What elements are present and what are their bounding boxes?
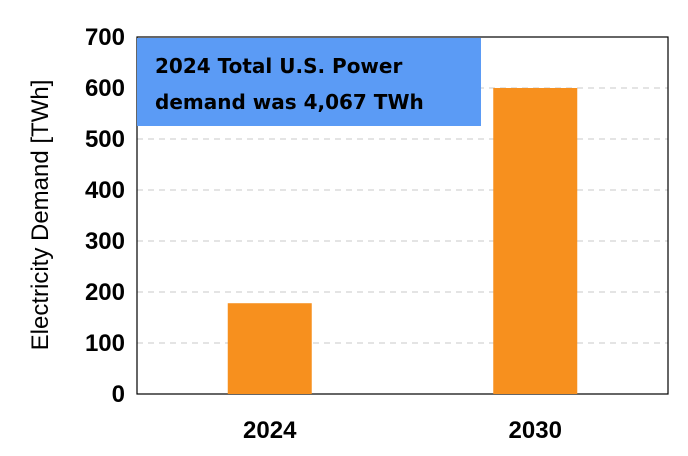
y-tick-label: 500 <box>85 126 125 153</box>
bars <box>227 88 578 394</box>
y-axis-label: Electricity Demand [TWh] <box>27 80 54 351</box>
y-tick-label: 700 <box>85 24 125 51</box>
bar-2030 <box>493 88 578 394</box>
y-tick-label: 200 <box>85 279 125 306</box>
y-tick-label: 0 <box>112 381 125 408</box>
gridlines <box>137 87 668 344</box>
y-tick-label: 400 <box>85 177 125 204</box>
y-tick-label: 300 <box>85 228 125 255</box>
x-axis-ticks: 2024 2030 <box>243 417 562 444</box>
bar-2024 <box>227 303 312 394</box>
annotation-line-1: 2024 Total U.S. Power <box>155 54 402 78</box>
plot-frame <box>136 36 669 395</box>
x-tick-label: 2030 <box>509 417 562 444</box>
x-tick-label: 2024 <box>243 417 297 444</box>
y-tick-label: 100 <box>85 330 125 357</box>
y-axis-ticks: 0 100 200 300 400 500 600 700 <box>85 24 125 408</box>
annotation-line-2: demand was 4,067 TWh <box>155 90 424 114</box>
y-tick-label: 600 <box>85 75 125 102</box>
annotation-box: 2024 Total U.S. Power demand was 4,067 T… <box>137 38 481 126</box>
annotation-background <box>137 38 481 126</box>
